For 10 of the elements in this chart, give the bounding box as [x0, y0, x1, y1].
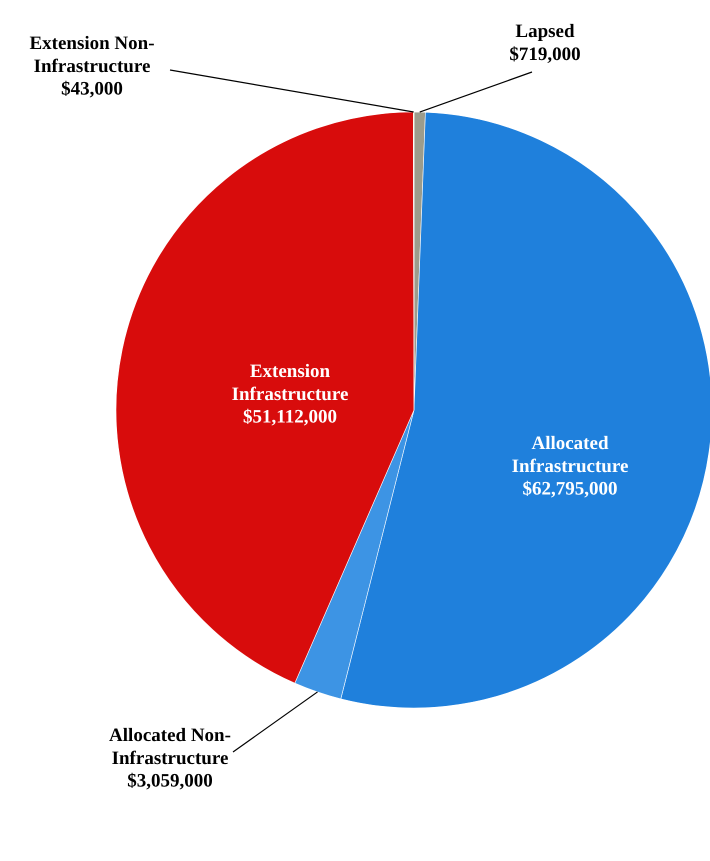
data-label: $3,059,000	[127, 770, 213, 792]
data-label: $51,112,000	[243, 406, 337, 428]
slice-label: Lapsed	[515, 21, 575, 42]
slice-label: Allocated Infrastructure	[512, 433, 628, 477]
slice-label: Allocated Non-Infrastructure	[109, 725, 231, 769]
slice-label: Extension Non-Infrastructure	[29, 33, 155, 77]
data-label: $62,795,000	[522, 478, 618, 500]
slice-label: Extension Infrastructure	[232, 361, 348, 405]
data-label: $719,000	[509, 44, 581, 65]
data-label: $43,000	[61, 78, 123, 100]
